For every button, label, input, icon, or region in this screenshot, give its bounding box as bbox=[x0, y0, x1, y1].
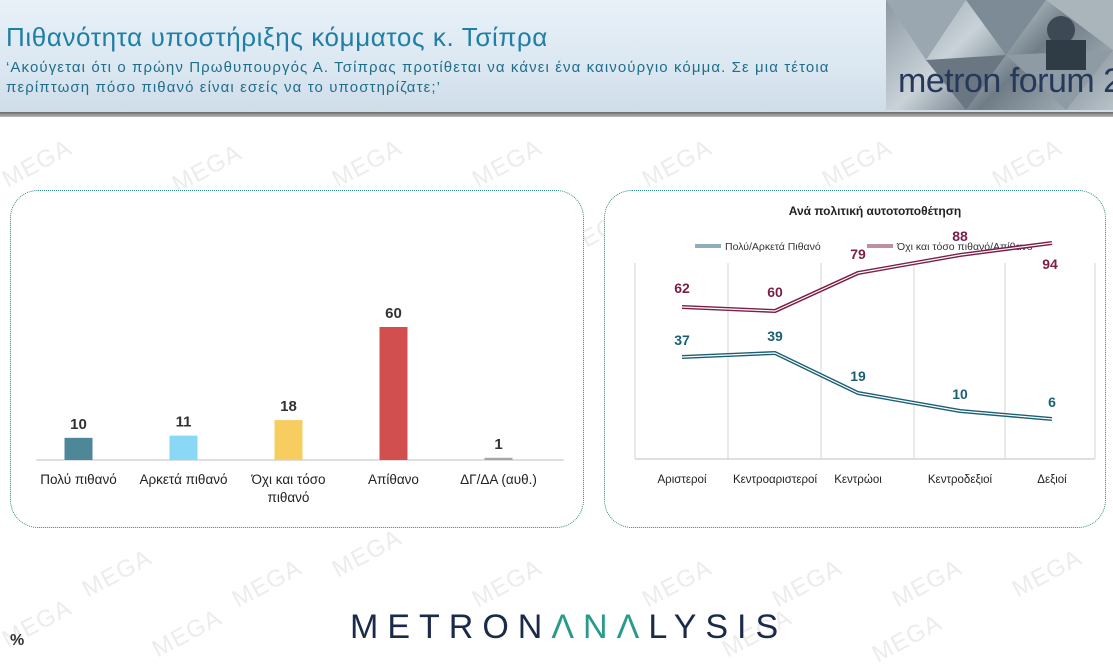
watermark-text: MEGA bbox=[867, 609, 947, 669]
watermark-text: MEGA bbox=[467, 554, 547, 614]
bar-category-label: πιθανό bbox=[268, 490, 310, 505]
metron-forum-logo: metron forum 2 bbox=[886, 0, 1113, 110]
series-data-label: 19 bbox=[850, 368, 866, 384]
bar-category-label: Όχι και τόσο bbox=[250, 472, 325, 487]
line-category-label: Κεντρώοι bbox=[834, 474, 882, 486]
series-data-label: 94 bbox=[1042, 256, 1058, 272]
header-divider bbox=[0, 112, 1113, 117]
line-category-label: Δεξιοί bbox=[1037, 474, 1067, 486]
series-line bbox=[681, 351, 1053, 421]
bar bbox=[484, 457, 513, 460]
bar bbox=[274, 420, 303, 460]
bar-category-label: Απίθανο bbox=[368, 472, 419, 487]
series-data-label: 10 bbox=[952, 386, 968, 402]
bar-data-label: 10 bbox=[70, 416, 87, 433]
watermark-text: MEGA bbox=[887, 554, 967, 614]
series-data-label: 6 bbox=[1048, 394, 1056, 410]
brand-part3: LYSIS bbox=[648, 608, 788, 646]
unit-label: % bbox=[10, 632, 25, 649]
watermark-text: MEGA bbox=[1007, 544, 1087, 604]
page-title: Πιθανότητα υποστήριξης κόμματος κ. Τσίπρ… bbox=[6, 22, 548, 52]
logo-text: metron forum 2 bbox=[898, 62, 1113, 100]
bar-chart-panel: 10 Πολύ πιθανό 11 Αρκετά πιθανό 18 Όχι και τό… bbox=[10, 190, 584, 528]
bar-category-label: Πολύ πιθανό bbox=[40, 472, 116, 487]
bar-category-label: ΔΓ/ΔΑ (αυθ.) bbox=[460, 472, 537, 487]
bar-category-label: Αρκετά πιθανό bbox=[139, 472, 227, 487]
bar-data-label: 1 bbox=[494, 436, 502, 453]
header-banner: Πιθανότητα υποστήριξης κόμματος κ. Τσίπρ… bbox=[0, 0, 1113, 112]
watermark-text: MEGA bbox=[327, 524, 407, 584]
watermark-text: MEGA bbox=[637, 554, 717, 614]
series-data-label: 62 bbox=[674, 280, 690, 296]
legend-label: Πολύ/Αρκετά Πιθανό bbox=[725, 241, 821, 253]
line-category-label: Αριστεροί bbox=[657, 474, 706, 486]
line-category-label: Κεντροαριστεροί bbox=[733, 474, 817, 486]
watermark-text: MEGA bbox=[147, 604, 227, 664]
watermark-text: MEGA bbox=[327, 134, 407, 194]
line-chart-title: Ανά πολιτική αυτοτοποθέτηση bbox=[789, 204, 962, 218]
bar bbox=[64, 437, 93, 460]
series-line-highlight bbox=[681, 352, 1053, 420]
bar-data-label: 11 bbox=[176, 414, 192, 431]
bar bbox=[169, 435, 198, 460]
watermark-text: MEGA bbox=[987, 134, 1067, 194]
series-data-label: 60 bbox=[767, 284, 783, 300]
watermark-text: MEGA bbox=[817, 134, 897, 194]
bar bbox=[379, 327, 408, 460]
watermark-text: MEGA bbox=[227, 554, 307, 614]
metron-analysis-brand: METRONΛΝΛLYSIS bbox=[350, 608, 787, 647]
series-line-highlight bbox=[681, 242, 1053, 312]
watermark-text: MEGA bbox=[467, 134, 547, 194]
line-category-label: Κεντροδεξιοί bbox=[928, 474, 993, 486]
series-data-label: 37 bbox=[674, 332, 690, 348]
bar-chart: 10 Πολύ πιθανό 11 Αρκετά πιθανό 18 Όχι και τό… bbox=[36, 305, 564, 505]
survey-question: ‘Ακούγεται ότι ο πρώην Πρωθυπουργός Α. Τ… bbox=[6, 59, 830, 96]
watermark-text: MEGA bbox=[637, 134, 717, 194]
watermark-text: MEGA bbox=[0, 134, 77, 194]
line-chart-panel: Ανά πολιτική αυτοτοποθέτηση Πολύ/Αρκετά Π… bbox=[604, 190, 1106, 528]
series-data-label: 39 bbox=[767, 328, 783, 344]
series-line bbox=[681, 241, 1053, 313]
brand-part1: METRON bbox=[350, 608, 552, 646]
series-data-label: 88 bbox=[952, 228, 968, 244]
bar-data-label: 18 bbox=[280, 398, 297, 415]
series-data-label: 79 bbox=[850, 246, 866, 262]
brand-part2: ΛΝΛ bbox=[551, 608, 649, 646]
bar-data-label: 60 bbox=[385, 305, 402, 322]
watermark-text: MEGA bbox=[77, 544, 157, 604]
logo-photo-icon bbox=[886, 0, 1113, 110]
line-chart: Ανά πολιτική αυτοτοποθέτηση Πολύ/Αρκετά Π… bbox=[634, 204, 1096, 486]
